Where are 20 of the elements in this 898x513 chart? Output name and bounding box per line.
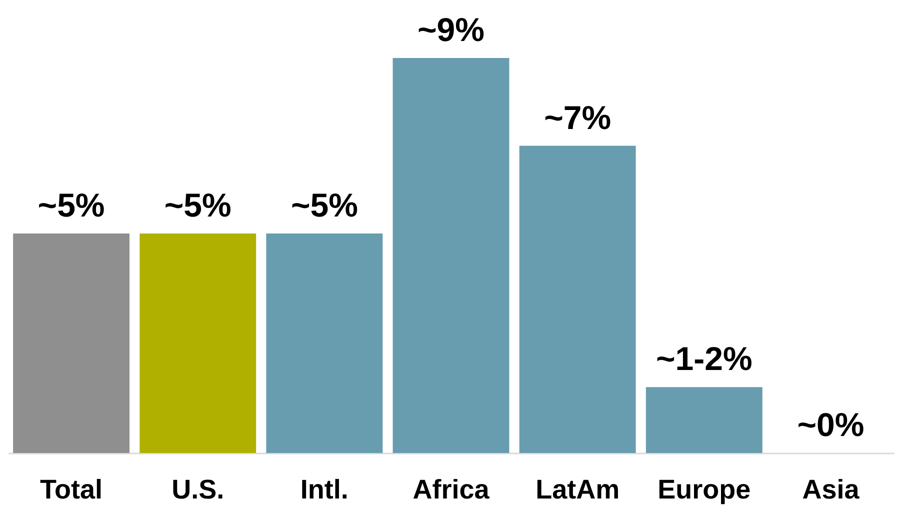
x-tick-label: Africa [412,474,490,504]
x-tick-label: Europe [658,474,751,504]
data-label: ~9% [418,11,484,48]
x-tick-label: U.S. [172,474,224,504]
data-label: ~5% [164,186,232,224]
bar [266,234,383,453]
data-label: ~5% [38,186,105,224]
bar [519,146,636,453]
x-tick-label: Intl. [300,474,348,504]
x-tick-label: Total [40,474,103,504]
data-label: ~1-2% [656,340,752,378]
x-tick-label: Asia [802,474,860,504]
bar [140,234,256,453]
bar [13,234,130,453]
data-label: ~7% [544,98,612,136]
data-label: ~5% [290,186,358,224]
bar [646,387,762,453]
x-tick-label: LatAm [536,474,620,504]
bar [392,58,510,453]
data-label: ~0% [797,406,864,443]
